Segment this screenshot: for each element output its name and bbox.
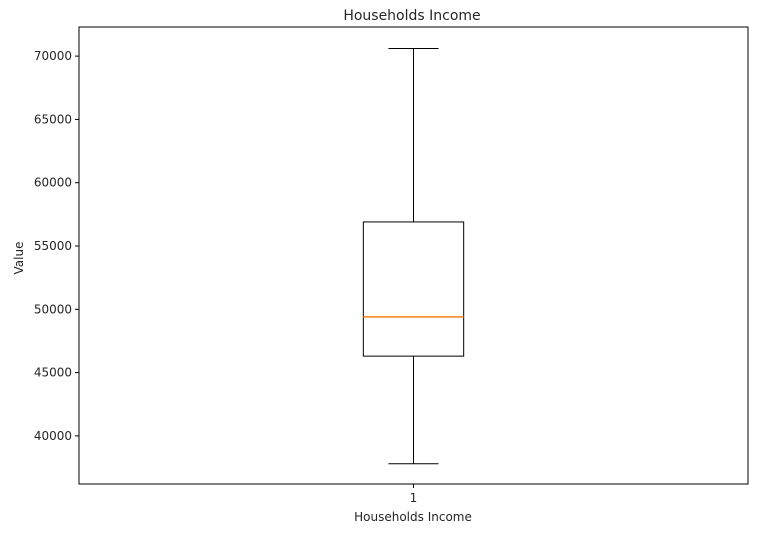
y-tick-label: 40000 <box>34 429 72 443</box>
x-tick-label: 1 <box>410 491 418 505</box>
x-axis-label: Households Income <box>354 510 472 524</box>
y-tick-label: 60000 <box>34 176 72 190</box>
chart-title: Households Income <box>343 8 480 24</box>
box-1 <box>362 48 465 465</box>
y-tick-label: 55000 <box>34 239 72 253</box>
box-series <box>362 48 465 465</box>
x-axis: 1 <box>410 484 418 505</box>
y-tick-label: 45000 <box>34 366 72 380</box>
iqr-box <box>362 221 465 357</box>
y-tick-label: 65000 <box>34 112 72 126</box>
y-axis: 40000 45000 50000 55000 60000 65000 70000 <box>34 49 79 443</box>
y-axis-label: Value <box>12 242 26 275</box>
y-tick-label: 50000 <box>34 302 72 316</box>
y-tick-label: 70000 <box>34 49 72 63</box>
